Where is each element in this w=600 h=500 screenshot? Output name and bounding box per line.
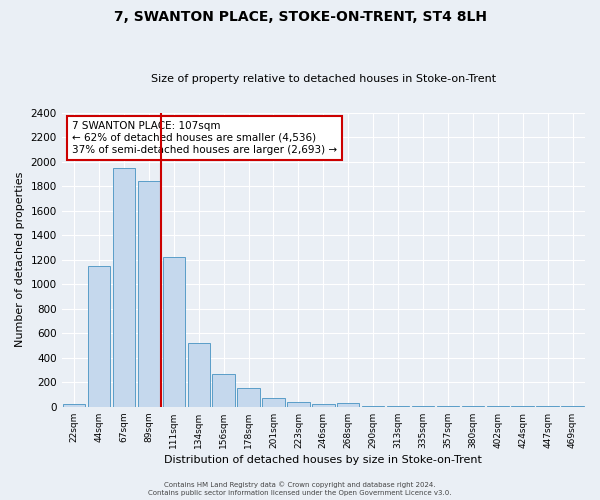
Bar <box>113 168 135 407</box>
Bar <box>163 257 185 407</box>
Text: Contains public sector information licensed under the Open Government Licence v3: Contains public sector information licen… <box>148 490 452 496</box>
Text: Contains HM Land Registry data © Crown copyright and database right 2024.: Contains HM Land Registry data © Crown c… <box>164 481 436 488</box>
Text: 7 SWANTON PLACE: 107sqm
← 62% of detached houses are smaller (4,536)
37% of semi: 7 SWANTON PLACE: 107sqm ← 62% of detache… <box>72 122 337 154</box>
Bar <box>487 406 509 407</box>
Bar <box>312 404 335 407</box>
Bar <box>137 181 160 407</box>
Bar <box>461 406 484 407</box>
Y-axis label: Number of detached properties: Number of detached properties <box>15 172 25 348</box>
X-axis label: Distribution of detached houses by size in Stoke-on-Trent: Distribution of detached houses by size … <box>164 455 482 465</box>
Bar <box>562 406 584 407</box>
Text: 7, SWANTON PLACE, STOKE-ON-TRENT, ST4 8LH: 7, SWANTON PLACE, STOKE-ON-TRENT, ST4 8L… <box>113 10 487 24</box>
Bar <box>262 398 285 407</box>
Bar <box>387 406 409 407</box>
Bar <box>337 402 359 407</box>
Bar <box>238 388 260 407</box>
Bar <box>287 402 310 407</box>
Bar <box>412 406 434 407</box>
Bar <box>511 406 534 407</box>
Bar <box>188 343 210 407</box>
Bar <box>212 374 235 407</box>
Bar <box>437 406 459 407</box>
Bar <box>536 406 559 407</box>
Bar <box>88 266 110 407</box>
Title: Size of property relative to detached houses in Stoke-on-Trent: Size of property relative to detached ho… <box>151 74 496 84</box>
Bar <box>63 404 85 407</box>
Bar <box>362 406 385 407</box>
